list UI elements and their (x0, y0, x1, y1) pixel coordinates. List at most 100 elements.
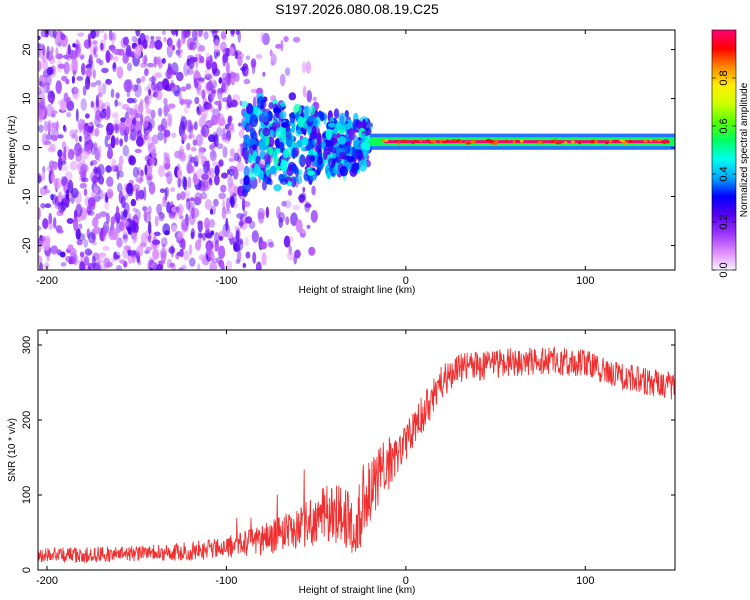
heatmap-cell (136, 129, 142, 142)
heatmap-cell (563, 141, 568, 145)
heatmap-cell (119, 221, 125, 232)
heatmap-cell (335, 156, 342, 164)
heatmap-cell (206, 160, 210, 172)
heatmap-cell (138, 102, 144, 114)
heatmap-cell (430, 139, 436, 143)
heatmap-cell (255, 261, 262, 270)
heatmap-cell (159, 212, 165, 219)
heatmap-cell (98, 145, 102, 154)
heatmap-cell (279, 178, 289, 185)
heatmap-cell (98, 189, 104, 200)
heatmap-cell (209, 261, 218, 270)
heatmap-cell (77, 118, 85, 131)
heatmap-cell (302, 85, 307, 98)
heatmap-cell (140, 113, 144, 126)
heatmap-cell (245, 68, 249, 77)
heatmap-cell (40, 235, 46, 242)
heatmap-cell (653, 139, 656, 143)
heatmap-cell (170, 186, 176, 193)
heatmap-cell (192, 208, 200, 218)
heatmap-cell (95, 94, 99, 108)
heatmap-cell (185, 83, 192, 90)
heatmap-cell (45, 50, 54, 61)
heatmap-cell (55, 80, 62, 94)
heatmap-cell (194, 239, 202, 251)
heatmap-cell (56, 229, 64, 234)
heatmap-cell (38, 255, 43, 264)
heatmap-cell (303, 105, 311, 119)
heatmap-cell (194, 192, 203, 202)
heatmap-cell (209, 149, 217, 162)
heatmap-cell (198, 45, 206, 52)
heatmap-cell (162, 243, 166, 249)
heatmap-cell (590, 140, 595, 144)
heatmap-cell (280, 159, 288, 172)
heatmap-cell (268, 102, 274, 110)
heatmap-cell (218, 192, 227, 200)
heatmap-cell (210, 230, 215, 236)
heatmap-cell (258, 140, 267, 152)
heatmap-cell (570, 140, 575, 144)
heatmap-cell (73, 217, 79, 232)
heatmap-cell (264, 134, 270, 147)
heatmap-cell (220, 30, 227, 40)
heatmap-cell (175, 50, 181, 56)
heatmap-cell (150, 81, 157, 91)
heatmap-cell (139, 170, 144, 182)
heatmap-cell (445, 139, 449, 143)
heatmap-cell (458, 140, 462, 144)
heatmap-cell (245, 216, 253, 224)
heatmap-cell (204, 232, 213, 239)
heatmap-cell (128, 134, 134, 141)
heatmap-cell (189, 41, 197, 51)
heatmap-cell (181, 218, 189, 231)
heatmap-cell (71, 86, 79, 95)
heatmap-cell (38, 102, 43, 116)
heatmap-cell (156, 203, 163, 216)
heatmap-cell (656, 138, 662, 142)
heatmap-cell (103, 32, 108, 41)
heatmap-cell (214, 100, 221, 106)
heatmap-cell (258, 170, 264, 180)
heatmap-cell (71, 75, 75, 84)
heatmap-cell (214, 232, 220, 244)
heatmap-cell (85, 76, 91, 90)
heatmap-cell (312, 96, 317, 102)
heatmap-cell (119, 138, 123, 147)
heatmap-cell (286, 251, 295, 261)
heatmap-cell (348, 128, 356, 141)
heatmap-cell (50, 172, 55, 183)
x-tick-label: -100 (215, 275, 237, 287)
heatmap-cell (236, 161, 245, 172)
heatmap-cell (295, 129, 302, 137)
heatmap-cell (170, 132, 177, 139)
heatmap-cell (255, 155, 261, 165)
heatmap-cell (127, 226, 133, 235)
heatmap-cell (273, 184, 282, 192)
heatmap-cell (280, 101, 286, 108)
spectrogram-y-axis: 20 10 0 -10 -20 (21, 43, 675, 253)
heatmap-cell (230, 99, 238, 108)
heatmap-cell (301, 61, 307, 74)
colorbar-axis: 0.0 0.2 0.4 0.6 0.8 (712, 70, 736, 278)
heatmap-cell (106, 105, 111, 120)
heatmap-cell (234, 226, 241, 231)
heatmap-cell (71, 133, 77, 139)
heatmap-cell (170, 244, 174, 258)
heatmap-cell (105, 165, 112, 173)
heatmap-cell (126, 182, 134, 197)
heatmap-cell (134, 83, 142, 98)
heatmap-cell (192, 174, 200, 185)
heatmap-cell (212, 68, 221, 77)
heatmap-cell (51, 110, 58, 115)
heatmap-cell (60, 176, 68, 186)
heatmap-cell (605, 141, 609, 145)
heatmap-cell (208, 134, 216, 143)
heatmap-cell (151, 134, 159, 145)
heatmap-cell (84, 248, 92, 256)
heatmap-cell (643, 139, 648, 143)
heatmap-cell (228, 46, 235, 57)
heatmap-cell (170, 79, 175, 93)
heatmap-cell (295, 219, 303, 233)
heatmap-cell (189, 165, 195, 173)
